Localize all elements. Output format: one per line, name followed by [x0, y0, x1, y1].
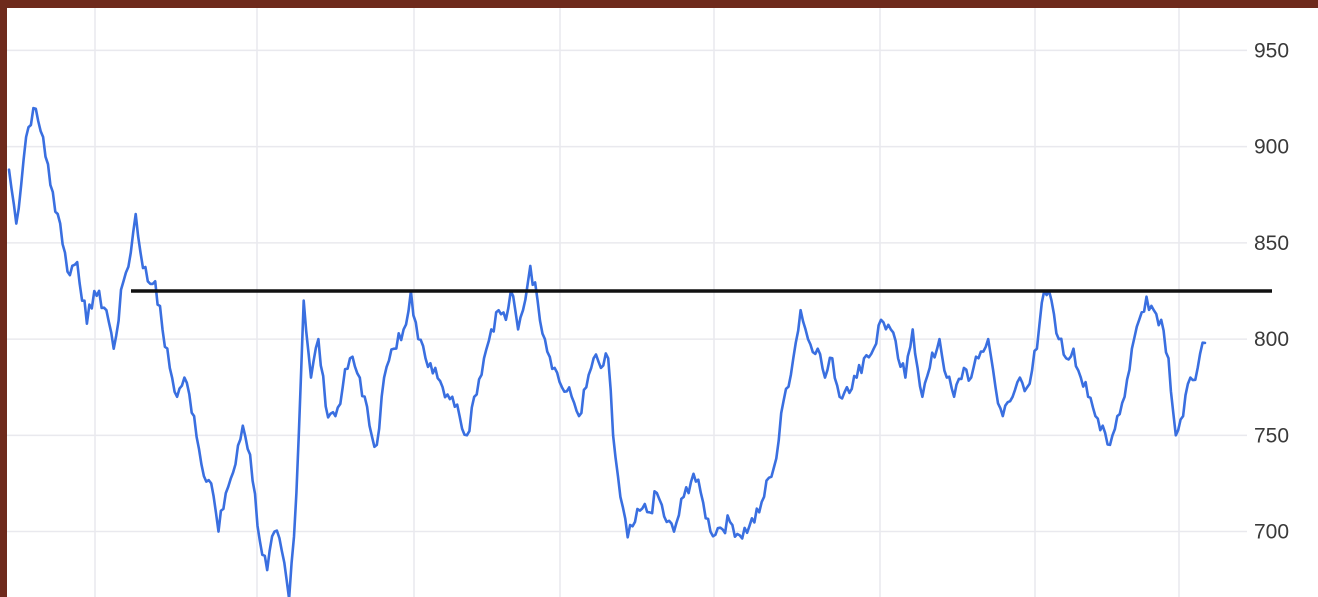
chart-plot-area: 700 750 800 850 900 950 [7, 8, 1318, 597]
y-tick-label-950: 950 [1254, 39, 1289, 62]
y-tick-label-750: 750 [1254, 424, 1289, 447]
y-tick-label-800: 800 [1254, 328, 1289, 351]
price-series [7, 106, 1207, 597]
y-tick-label-900: 900 [1254, 136, 1289, 159]
vertical-gridlines [94, 8, 1180, 597]
y-tick-label-700: 700 [1254, 521, 1289, 544]
y-tick-label-850: 850 [1254, 232, 1289, 255]
price-line [7, 106, 1207, 597]
y-axis-ticks: 700 750 800 850 900 950 [1254, 39, 1289, 543]
price-line-chart: 700 750 800 850 900 950 [7, 8, 1289, 597]
